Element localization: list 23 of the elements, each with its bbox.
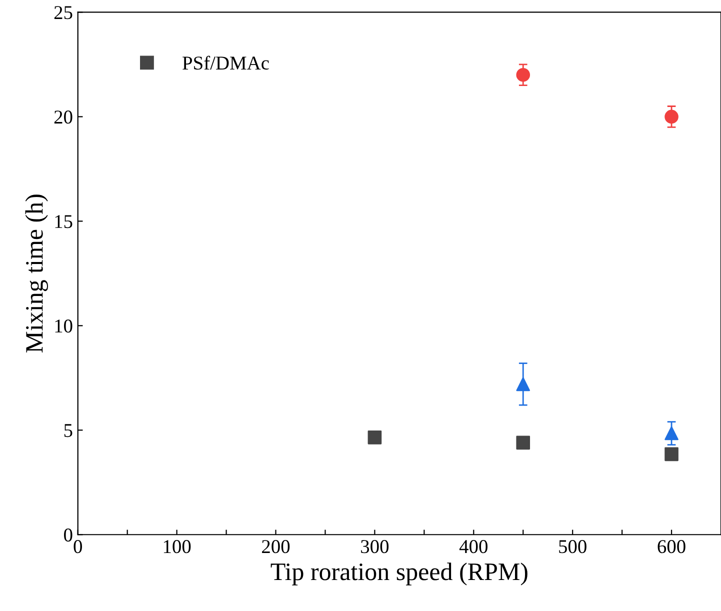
point xyxy=(664,447,678,462)
point xyxy=(368,430,382,444)
x-tick-label: 600 xyxy=(658,540,686,554)
point xyxy=(516,68,530,82)
y-tick-label: 10 xyxy=(55,319,72,333)
y-tick-label: 25 xyxy=(54,6,72,20)
legend-label: PSf/DMAc xyxy=(182,56,269,70)
x-tick-label: 300 xyxy=(361,540,389,554)
point xyxy=(516,436,530,450)
x-tick-label: 200 xyxy=(262,540,290,554)
y-tick-label: 0 xyxy=(64,528,72,542)
x-tick-label: 0 xyxy=(74,540,82,554)
x-tick-label: 400 xyxy=(459,540,488,554)
y-tick-label: 15 xyxy=(55,215,72,228)
x-axis-title: Tip roration speed (RPM) xyxy=(270,562,528,586)
y-tick-label: 5 xyxy=(64,424,72,438)
y-tick-label: 20 xyxy=(54,110,72,124)
point xyxy=(516,377,530,392)
point xyxy=(664,110,678,124)
x-tick-label: 500 xyxy=(559,540,586,554)
x-tick-label: 100 xyxy=(164,540,191,554)
point xyxy=(664,426,678,440)
y-axis-title: Mixing time (h) xyxy=(25,194,48,353)
